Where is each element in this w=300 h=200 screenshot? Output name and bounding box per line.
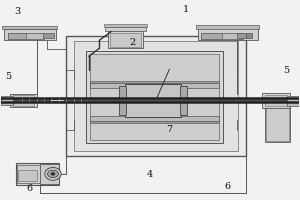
Text: 7: 7 [166, 125, 172, 134]
Bar [43, 33, 54, 38]
Bar [1, 96, 13, 105]
Bar [2, 26, 57, 29]
Bar [104, 24, 147, 27]
Bar [86, 51, 223, 143]
Bar [287, 96, 299, 106]
Bar [237, 33, 246, 38]
Bar [180, 86, 187, 115]
Bar [265, 95, 287, 106]
Bar [110, 33, 141, 47]
Bar [17, 165, 40, 183]
Bar [90, 54, 219, 140]
Bar [10, 94, 37, 107]
Bar [8, 33, 26, 39]
Bar [105, 27, 146, 31]
Bar [16, 163, 59, 185]
Bar [13, 95, 34, 106]
Text: 3: 3 [14, 7, 20, 16]
Bar [266, 106, 289, 141]
Text: 1: 1 [183, 5, 189, 14]
Bar [90, 81, 219, 83]
Bar [1, 98, 299, 102]
Text: 6: 6 [26, 184, 32, 193]
Bar [8, 33, 44, 39]
Bar [262, 93, 290, 108]
Text: 5: 5 [283, 66, 289, 75]
Bar [40, 164, 59, 184]
Bar [90, 116, 219, 121]
Text: 2: 2 [129, 38, 135, 47]
Bar [108, 31, 142, 48]
Circle shape [51, 172, 55, 175]
Bar [90, 83, 219, 88]
Bar [265, 105, 290, 142]
Text: 4: 4 [147, 170, 153, 179]
Bar [198, 28, 257, 40]
Bar [124, 84, 182, 117]
Text: 6: 6 [225, 182, 231, 191]
Bar [201, 33, 222, 39]
Bar [90, 121, 219, 123]
Bar [66, 36, 246, 156]
Ellipse shape [45, 167, 61, 180]
Bar [246, 33, 251, 38]
Bar [4, 29, 56, 40]
Text: 5: 5 [5, 72, 11, 81]
Bar [201, 33, 243, 39]
Bar [196, 25, 259, 28]
Bar [118, 86, 126, 115]
Bar [74, 41, 238, 151]
Circle shape [48, 170, 58, 177]
Bar [18, 170, 38, 181]
